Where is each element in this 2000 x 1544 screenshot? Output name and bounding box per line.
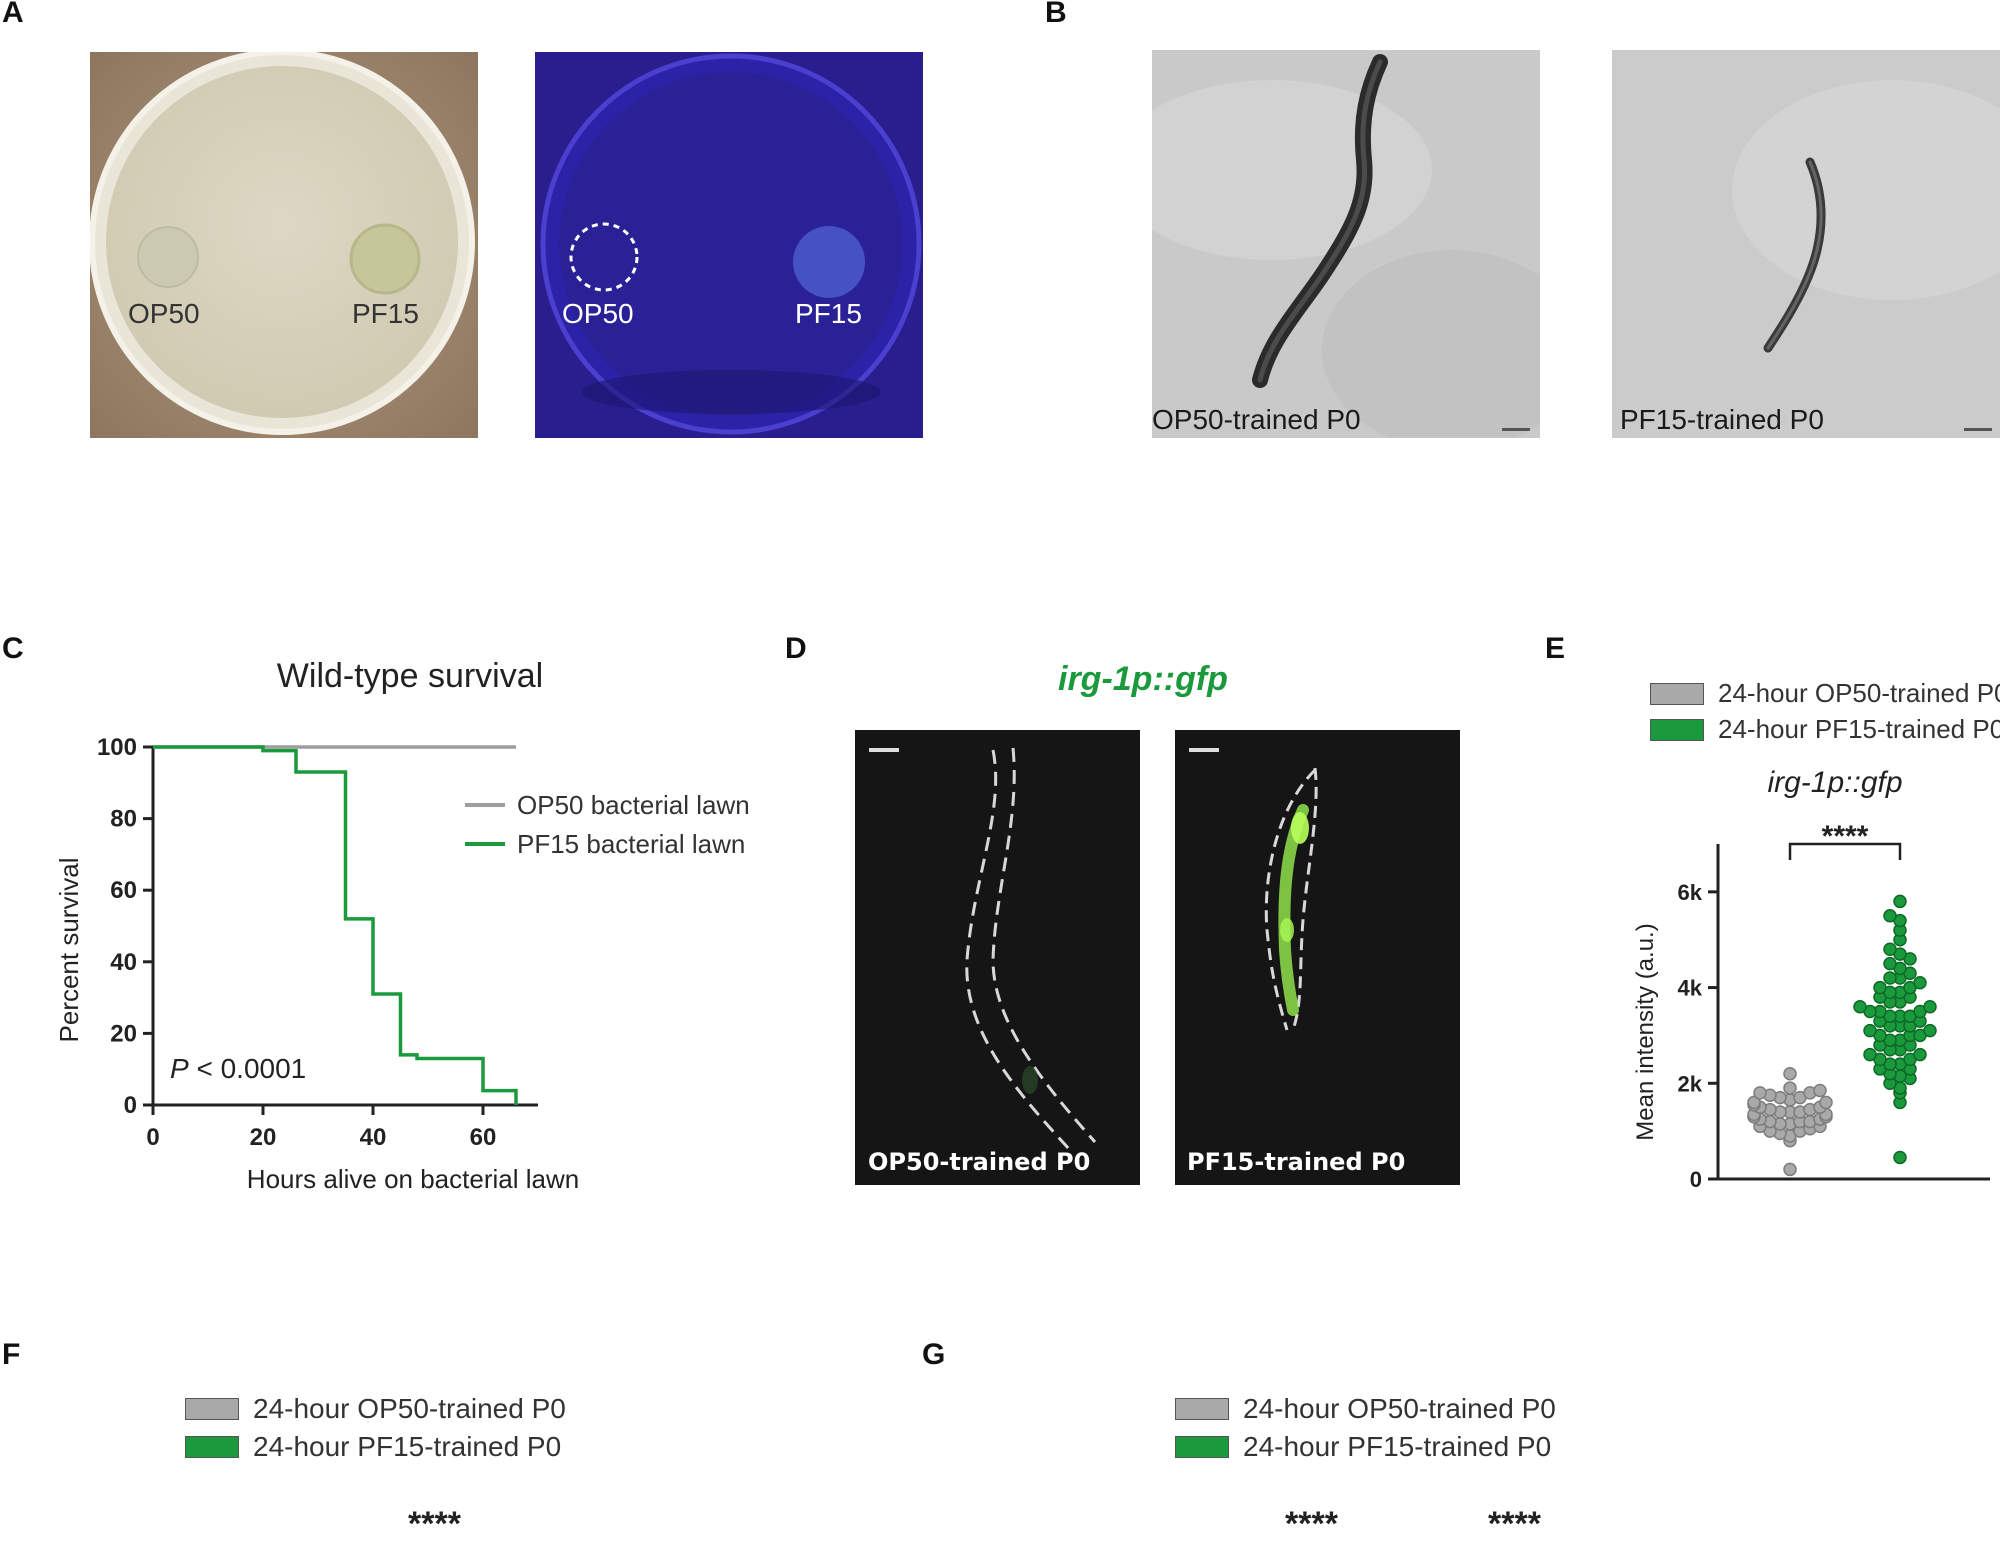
scatter-point (1753, 1086, 1767, 1100)
legend-swatch-pf15-g (1175, 1436, 1229, 1458)
p-value-annotation: P < 0.0001 (170, 1053, 306, 1084)
scatter-y-tick-label: 2k (1678, 1071, 1703, 1096)
scatter-point (1863, 1047, 1877, 1062)
panel-letter-a: A (2, 0, 24, 29)
scatter-y-tick-label: 4k (1678, 976, 1703, 1001)
scatter-point (1813, 1083, 1827, 1098)
scatter-point (1923, 999, 1937, 1014)
legend-label: OP50 bacterial lawn (517, 790, 750, 820)
scatter-point (1819, 1095, 1833, 1110)
legend-item-pf15-f: 24-hour PF15-trained P0 (185, 1431, 561, 1463)
panel-letter-b: B (1045, 0, 1067, 29)
panel-letter-c: C (2, 632, 24, 665)
scatter-point (1913, 976, 1927, 990)
survival-chart: Wild-type survival 0 20 40 60 0 20 40 60 80 100 O… (54, 657, 750, 1194)
scatter-point (1853, 999, 1867, 1014)
survival-series (153, 745, 518, 1105)
petri-dish-photo (90, 52, 478, 438)
scatter-title: irg-1p::gfp (1767, 766, 1902, 799)
significance-stars-f: **** (408, 1505, 461, 1543)
legend-item-pf15-e: 24-hour PF15-trained P0 (1650, 714, 2000, 745)
plate-label-op50: OP50 (128, 298, 200, 329)
panel-letter-d: D (785, 632, 807, 665)
worm-brightfield-pf15 (1612, 50, 2000, 438)
scatter-axes: 0 2k 4k 6k (1678, 844, 1990, 1192)
legend-item-op50-e: 24-hour OP50-trained P0 (1650, 678, 2000, 709)
survival-axes: 0 20 40 60 0 20 40 60 80 100 (97, 734, 538, 1151)
scatter-point (1883, 971, 1897, 985)
panel-letter-f: F (2, 1338, 21, 1371)
y-tick-label: 0 (124, 1092, 137, 1119)
gfp-image-op50 (855, 730, 1140, 1185)
legend-label-pf15: 24-hour PF15-trained P0 (1718, 714, 2000, 744)
significance-stars-g2: **** (1488, 1505, 1541, 1543)
x-axis-label: Hours alive on bacterial lawn (247, 1164, 579, 1194)
legend-swatch-pf15 (1650, 718, 1704, 741)
scatter-point (1783, 1066, 1797, 1081)
scatter-points (1747, 894, 1937, 1177)
scatter-point (1923, 1023, 1937, 1038)
uv-label-op50: OP50 (562, 298, 634, 329)
scatter-point (1893, 1150, 1907, 1165)
uv-label-pf15: PF15 (795, 298, 862, 329)
scatter-point (1883, 909, 1897, 923)
x-tick-label: 0 (146, 1124, 159, 1151)
y-tick-label: 20 (110, 1020, 137, 1047)
y-tick-label: 60 (110, 877, 137, 904)
caption-pf15-trained: PF15-trained P0 (1620, 404, 1824, 435)
gfp-image-pf15 (1175, 730, 1460, 1185)
scatter-y-tick-label: 6k (1678, 880, 1703, 905)
scatter-point (1747, 1095, 1761, 1110)
legend-swatch-op50-g (1175, 1398, 1229, 1420)
plate-label-pf15: PF15 (352, 298, 419, 329)
legend-label-op50-f: 24-hour OP50-trained P0 (253, 1393, 566, 1424)
gfp-caption-pf15: PF15-trained P0 (1187, 1148, 1406, 1176)
legend-label-pf15-f: 24-hour PF15-trained P0 (253, 1431, 562, 1462)
legend-swatch-op50-f (185, 1398, 239, 1420)
legend-item-op50-f: 24-hour OP50-trained P0 (185, 1393, 566, 1425)
y-tick-label: 100 (97, 734, 137, 761)
scatter-point (1883, 942, 1897, 957)
y-axis-label: Percent survival (54, 858, 84, 1043)
significance-stars-e: **** (1822, 820, 1869, 853)
survival-line (153, 745, 518, 1105)
panel-letter-e: E (1545, 632, 1566, 665)
legend-label-op50-g: 24-hour OP50-trained P0 (1243, 1393, 1556, 1424)
legend-item-pf15-g: 24-hour PF15-trained P0 (1175, 1431, 1551, 1463)
scatter-point (1783, 1162, 1797, 1177)
uv-plate-photo (535, 52, 923, 438)
gfp-caption-op50: OP50-trained P0 (868, 1148, 1091, 1176)
gfp-title: irg-1p::gfp (1058, 660, 1228, 698)
legend-item-op50-g: 24-hour OP50-trained P0 (1175, 1393, 1556, 1425)
scatter-point (1783, 1081, 1797, 1095)
survival-legend: OP50 bacterial lawn PF15 bacterial lawn (465, 790, 750, 859)
x-tick-label: 40 (360, 1124, 387, 1151)
scatter-point (1863, 1023, 1877, 1038)
legend-swatch-pf15-f (185, 1436, 239, 1458)
scatter-y-tick-label: 0 (1690, 1167, 1702, 1192)
x-tick-label: 20 (250, 1124, 277, 1151)
significance-bracket: **** (1788, 820, 1902, 860)
significance-stars-g1: **** (1285, 1505, 1338, 1543)
legend-label-op50: 24-hour OP50-trained P0 (1718, 678, 2000, 708)
scatter-point (1873, 980, 1887, 995)
intensity-scatter-chart: irg-1p::gfp 0 2k 4k 6k **** Mean intensity … (1632, 766, 1990, 1192)
y-tick-label: 40 (110, 949, 137, 976)
panel-letter-g: G (922, 1338, 946, 1371)
scatter-y-label: Mean intensity (a.u.) (1632, 923, 1659, 1140)
caption-op50-trained: OP50-trained P0 (1152, 404, 1361, 435)
scatter-point (1893, 894, 1907, 909)
legend-label-pf15-g: 24-hour PF15-trained P0 (1243, 1431, 1552, 1462)
worm-brightfield-op50 (1152, 50, 1540, 438)
legend-swatch-op50 (1650, 682, 1704, 705)
y-tick-label: 80 (110, 806, 137, 833)
chart-title: Wild-type survival (277, 657, 543, 695)
legend-label: PF15 bacterial lawn (517, 829, 745, 859)
scatter-point (1913, 1047, 1927, 1062)
scatter-point (1883, 956, 1897, 971)
x-tick-label: 60 (470, 1124, 497, 1151)
